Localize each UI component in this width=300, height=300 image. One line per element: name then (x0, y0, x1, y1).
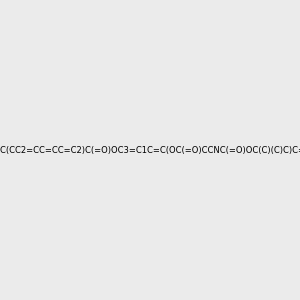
Text: CC1=C(CC2=CC=CC=C2)C(=O)OC3=C1C=C(OC(=O)CCNC(=O)OC(C)(C)C)C=C3C: CC1=C(CC2=CC=CC=C2)C(=O)OC3=C1C=C(OC(=O)… (0, 146, 300, 154)
